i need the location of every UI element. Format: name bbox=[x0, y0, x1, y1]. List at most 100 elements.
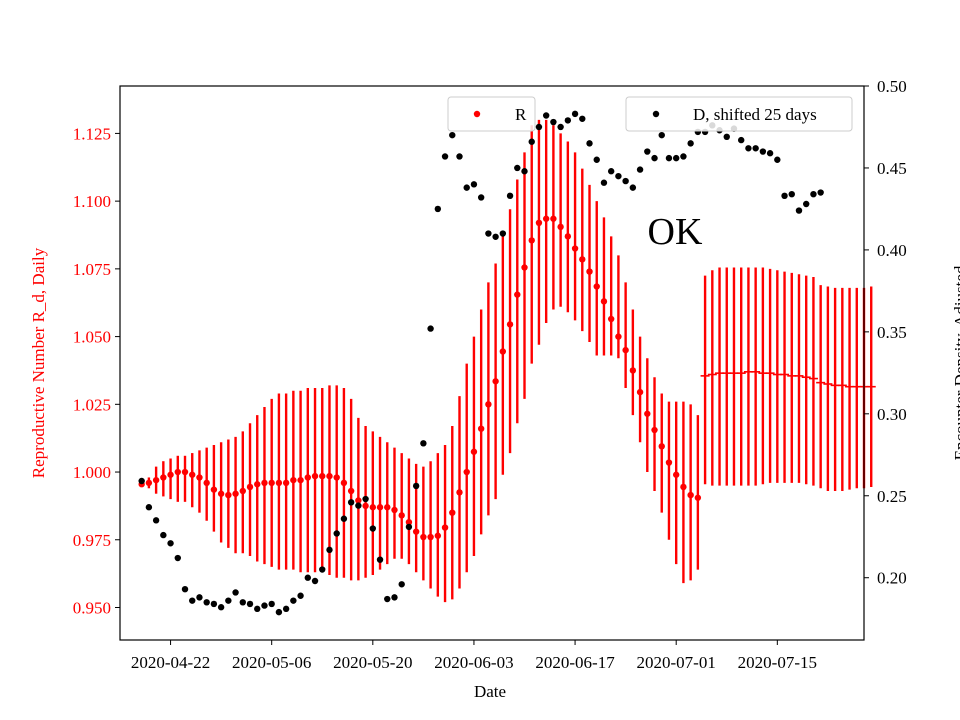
r-point bbox=[564, 233, 572, 240]
r-point bbox=[362, 502, 369, 510]
r-point bbox=[550, 215, 557, 222]
r-point bbox=[449, 509, 456, 516]
d-point bbox=[564, 117, 572, 124]
d-point bbox=[196, 594, 203, 601]
r-point bbox=[427, 533, 434, 541]
right-axis: 0.20 0.25 0.30 0.35 0.40 0.45 0.50 bbox=[864, 77, 907, 588]
d-point bbox=[542, 112, 550, 119]
left-axis: 0.950 0.975 1.000 1.025 1.050 1.075 1.100 1.125 bbox=[73, 124, 120, 617]
r-point bbox=[152, 476, 160, 484]
d-point bbox=[369, 525, 377, 532]
r-point bbox=[644, 410, 651, 417]
d-point bbox=[398, 581, 405, 588]
d-point bbox=[579, 115, 586, 122]
r-point bbox=[506, 321, 514, 328]
r-point bbox=[672, 471, 680, 478]
r-point bbox=[600, 298, 608, 305]
right-tick-label: 0.50 bbox=[877, 77, 907, 96]
d-point bbox=[376, 556, 384, 563]
r-point bbox=[535, 219, 543, 227]
d-point bbox=[456, 153, 463, 160]
r-point bbox=[629, 367, 637, 374]
d-point bbox=[210, 600, 218, 608]
right-tick-label: 0.35 bbox=[877, 323, 907, 342]
d-point bbox=[665, 154, 673, 162]
d-point bbox=[557, 123, 564, 131]
right-tick-label: 0.45 bbox=[877, 159, 907, 178]
d-point bbox=[752, 145, 759, 152]
r-point bbox=[304, 474, 312, 481]
d-point bbox=[738, 136, 745, 144]
r-point bbox=[174, 468, 181, 476]
r-point bbox=[347, 487, 355, 495]
r-point bbox=[477, 425, 485, 432]
legend-r: R bbox=[447, 96, 536, 132]
d-point bbox=[254, 605, 261, 613]
x-tick-label: 2020-07-01 bbox=[637, 653, 716, 672]
d-point bbox=[629, 184, 637, 191]
d-point bbox=[268, 600, 275, 608]
d-point bbox=[463, 184, 470, 191]
d-point bbox=[232, 589, 239, 596]
r-point bbox=[210, 486, 218, 493]
right-tick-label: 0.20 bbox=[877, 569, 907, 588]
r-point bbox=[499, 348, 507, 355]
d-point bbox=[304, 574, 312, 581]
d-point bbox=[319, 566, 326, 573]
r-point bbox=[239, 487, 246, 495]
d-point bbox=[506, 192, 514, 200]
x-axis-label: Date bbox=[474, 682, 506, 701]
d-point bbox=[333, 530, 340, 537]
r-point bbox=[636, 388, 644, 396]
d-point bbox=[528, 138, 535, 145]
left-tick-label: 1.125 bbox=[73, 124, 111, 143]
r-point bbox=[463, 468, 470, 476]
d-point bbox=[593, 156, 600, 163]
d-point bbox=[622, 177, 629, 185]
r-point bbox=[275, 479, 283, 487]
right-tick-label: 0.25 bbox=[877, 487, 907, 506]
left-tick-label: 1.050 bbox=[73, 328, 111, 347]
r-point bbox=[492, 378, 499, 385]
r-point bbox=[593, 283, 600, 290]
d-point bbox=[297, 592, 304, 599]
left-tick-label: 0.950 bbox=[73, 598, 111, 617]
d-point bbox=[391, 594, 398, 601]
x-tick-label: 2020-04-22 bbox=[131, 653, 210, 672]
d-point bbox=[246, 600, 254, 608]
legend-d-label: D, shifted 25 days bbox=[693, 105, 817, 124]
x-tick-label: 2020-06-03 bbox=[434, 653, 513, 672]
d-point bbox=[680, 153, 687, 160]
d-point bbox=[420, 440, 427, 447]
r-point bbox=[586, 268, 593, 275]
r-point bbox=[232, 490, 239, 497]
d-point bbox=[600, 179, 608, 186]
r-point bbox=[694, 494, 702, 501]
d-point bbox=[441, 153, 449, 160]
d-point bbox=[571, 110, 579, 118]
legend-r-label: R bbox=[515, 105, 527, 124]
r-point bbox=[514, 291, 521, 298]
d-point bbox=[282, 605, 290, 613]
d-point bbox=[145, 504, 153, 511]
d-point bbox=[477, 194, 485, 201]
r-point bbox=[420, 533, 427, 541]
r-point bbox=[203, 479, 210, 487]
r-point bbox=[665, 459, 673, 466]
left-axis-label: Reproductive Number R_d, Daily bbox=[29, 247, 48, 478]
right-axis-label: Encounter Density, Adjusted bbox=[951, 265, 960, 460]
r-point bbox=[456, 489, 463, 496]
d-point bbox=[384, 595, 391, 603]
r-point bbox=[687, 491, 694, 499]
r-point bbox=[607, 315, 615, 323]
d-point bbox=[658, 131, 665, 139]
d-point bbox=[225, 597, 232, 604]
d-point bbox=[405, 523, 413, 531]
left-tick-label: 1.100 bbox=[73, 192, 111, 211]
d-point bbox=[745, 145, 752, 152]
r-point bbox=[160, 474, 167, 481]
r-point bbox=[355, 497, 362, 504]
r-point bbox=[391, 506, 398, 514]
r-point bbox=[376, 504, 384, 511]
